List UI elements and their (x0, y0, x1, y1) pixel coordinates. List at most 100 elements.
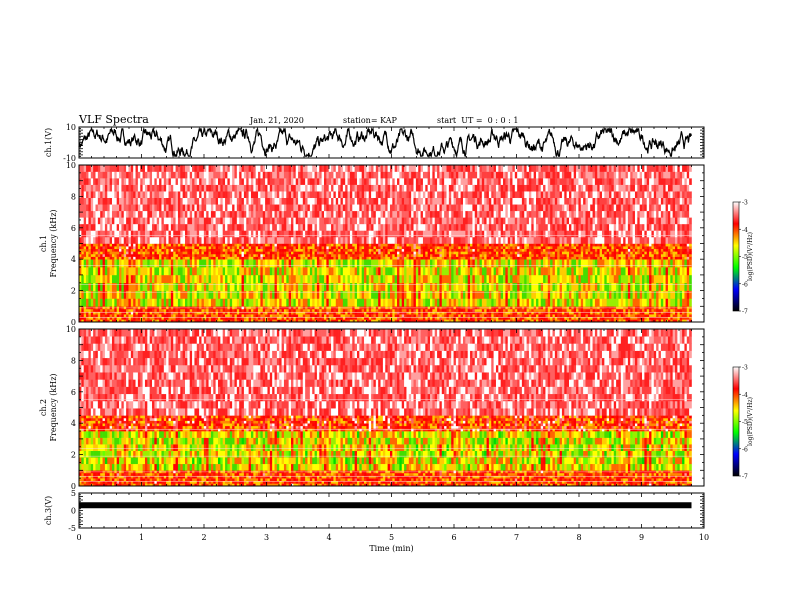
ch1-spec-cell (239, 319, 242, 323)
ch1-spec-cell (227, 204, 231, 212)
ch1-spec-cell (107, 184, 110, 192)
ch1-spec-cell (302, 171, 306, 179)
ch1-voltage-trace (78, 126, 693, 159)
ch1-spec-cell (246, 274, 249, 284)
ch1-spec-cell (411, 223, 414, 231)
ch1-spec-cell (119, 197, 122, 205)
ch1-spec-cell (335, 204, 339, 212)
ch1-spec-cell (166, 251, 169, 255)
ch1-spec-cell (427, 171, 431, 179)
ch1-spec-cell (163, 290, 167, 299)
ch1-spec-cell (312, 267, 315, 276)
ch1-spec-cell (201, 274, 205, 284)
ch1-spec-cell (142, 251, 146, 255)
ch1-spec-cell (408, 259, 412, 268)
ch1-spec-cell (279, 319, 282, 323)
ch1-spec-cell (255, 223, 259, 231)
ch1-spec-cell (234, 191, 238, 199)
ch1-spec-cell (163, 314, 167, 318)
ch1-spec-cell (451, 171, 454, 179)
ch1-spec-cell (128, 251, 132, 255)
ch1-spec-cell (88, 171, 92, 179)
ch1-spec-cell (295, 191, 299, 199)
ch1-spec-cell (293, 251, 297, 255)
ch1-spec-cell (326, 308, 330, 312)
ch1-spec-cell (227, 243, 231, 247)
ch1-spec-cell (382, 165, 386, 172)
ch1-spec-cell (418, 197, 421, 205)
ch1-spec-cell (401, 223, 405, 231)
ch1-spec-cell (182, 230, 186, 238)
ch1-spec-cell (444, 184, 447, 192)
ch1-spec-cell (373, 267, 377, 276)
ch1-spec-cell (267, 311, 271, 315)
ch1-spec-cell (448, 290, 452, 299)
ch1-spec-cell (248, 178, 252, 185)
ch1-spec-cell (135, 256, 139, 260)
ch1-spec-cell (276, 259, 280, 268)
ch1-spec-cell (387, 267, 391, 276)
ch1-spec-cell (316, 197, 320, 205)
ch1-spec-cell (234, 223, 238, 231)
ch1-spec-cell (368, 290, 372, 299)
ch1-spec-cell (111, 197, 115, 205)
ch1-spec-cell (258, 316, 261, 320)
ch1-spec-cell (272, 308, 275, 312)
ch1-spec-cell (192, 253, 195, 257)
ch1-spec-cell (210, 319, 214, 323)
ch1-spec-cell (154, 204, 158, 212)
ch1-spec-cell (156, 298, 160, 307)
ch1-spec-cell (274, 316, 278, 320)
ch1-spec-cell (109, 282, 113, 291)
ch1-spec-cell (177, 217, 181, 225)
ch1-spec-cell (229, 184, 233, 192)
ch1-spec-cell (102, 210, 106, 218)
ch1-spec-cell (427, 165, 431, 172)
ch1-spec-cell (458, 274, 461, 284)
ch1-spec-cell (222, 171, 226, 179)
ch1-spec-cell (232, 165, 235, 172)
ch1-spec-cell (95, 267, 99, 276)
ch1-spec-cell (269, 165, 273, 172)
ch1-spec-cell (368, 316, 372, 320)
ch1-spec-cell (347, 236, 351, 244)
ch1-spec-cell (196, 204, 200, 212)
ch1-spec-cell (295, 298, 299, 307)
ch1-spec-cell (81, 230, 85, 238)
ch1-spec-cell (258, 259, 261, 268)
ch1-spec-cell (116, 243, 120, 247)
ch1-spec-cell (361, 210, 365, 218)
ch1-spec-cell (187, 259, 191, 268)
ch1-spec-cell (248, 267, 252, 276)
ch1-spec-cell (314, 243, 318, 247)
ch1-spec-cell (119, 298, 122, 307)
ch1-spec-cell (444, 204, 447, 212)
ch1-spec-cell (86, 259, 89, 268)
ch1-spec-cell (109, 230, 113, 238)
ch1-spec-cell (356, 256, 360, 260)
ch1-spec-cell (86, 282, 89, 291)
ch1-spec-cell (281, 253, 285, 257)
ch1-spec-cell (392, 223, 395, 231)
ch1-spec-cell (349, 319, 353, 323)
ch1-spec-cell (227, 197, 231, 205)
ch1-spec-cell (100, 256, 103, 260)
ch1-spec-cell (279, 274, 282, 284)
ch1-spec-cell (331, 184, 334, 192)
ch1-spec-cell (316, 236, 320, 244)
ch1-spec-cell (413, 171, 417, 179)
ch1-spec-cell (187, 248, 191, 252)
ch1-spec-cell (133, 210, 136, 218)
ch1-spec-cell (137, 282, 141, 291)
ch1-spec-cell (196, 230, 200, 238)
ch1-spec-cell (229, 274, 233, 284)
ch1-spec-cell (368, 311, 372, 315)
ch1-spec-cell (455, 178, 459, 185)
ch1-spec-cell (116, 246, 120, 250)
ch1-spec-cell (283, 298, 287, 307)
ch1-spec-cell (380, 248, 384, 252)
ch1-spec-cell (116, 282, 120, 291)
ch1-spec-cell (246, 308, 249, 312)
ch1-spec-cell (295, 282, 299, 291)
